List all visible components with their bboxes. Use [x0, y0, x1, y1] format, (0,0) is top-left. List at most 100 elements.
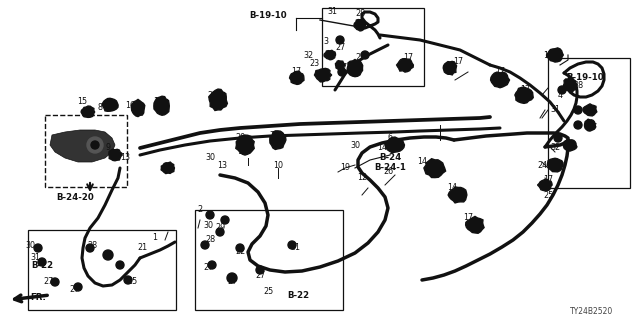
Text: 2: 2 — [197, 205, 203, 214]
Polygon shape — [424, 159, 445, 178]
Polygon shape — [515, 87, 533, 103]
Text: 1: 1 — [152, 234, 157, 243]
Text: 17: 17 — [543, 175, 553, 185]
Text: 31: 31 — [327, 7, 337, 17]
Text: 30: 30 — [350, 140, 360, 149]
Text: 30: 30 — [25, 241, 35, 250]
Text: 12: 12 — [357, 173, 367, 182]
Polygon shape — [550, 50, 560, 60]
Polygon shape — [131, 100, 145, 116]
Text: 14: 14 — [377, 143, 387, 153]
Text: 27: 27 — [337, 63, 347, 73]
Text: 31: 31 — [290, 244, 300, 252]
Circle shape — [216, 228, 224, 236]
Circle shape — [38, 258, 46, 266]
Circle shape — [236, 244, 244, 252]
Text: 17: 17 — [403, 53, 413, 62]
Polygon shape — [335, 60, 345, 69]
Circle shape — [91, 141, 99, 149]
Text: 13: 13 — [217, 161, 227, 170]
Text: 32: 32 — [550, 143, 560, 153]
Text: 3: 3 — [323, 37, 328, 46]
Text: 7: 7 — [269, 131, 275, 140]
Text: 17: 17 — [291, 68, 301, 76]
Polygon shape — [273, 133, 283, 143]
Text: B-19-10: B-19-10 — [566, 74, 604, 83]
Polygon shape — [584, 119, 596, 131]
Text: 28: 28 — [205, 236, 215, 244]
Text: 10: 10 — [273, 161, 283, 170]
Text: 6: 6 — [387, 133, 392, 142]
Polygon shape — [161, 162, 175, 173]
Polygon shape — [50, 130, 115, 162]
Text: 17: 17 — [520, 85, 530, 94]
Text: 32: 32 — [303, 51, 313, 60]
Text: 27: 27 — [255, 270, 265, 279]
Bar — [195, 210, 343, 310]
Text: 11: 11 — [237, 148, 247, 156]
Text: 28: 28 — [573, 81, 583, 90]
Text: 24: 24 — [537, 161, 547, 170]
Polygon shape — [466, 216, 484, 233]
Text: 17: 17 — [495, 68, 505, 76]
Polygon shape — [314, 68, 332, 82]
Text: 27: 27 — [227, 277, 237, 286]
Circle shape — [338, 68, 346, 76]
Polygon shape — [84, 108, 92, 116]
Text: 29: 29 — [215, 223, 225, 233]
Polygon shape — [397, 59, 413, 72]
Text: 21: 21 — [137, 244, 147, 252]
Bar — [28, 230, 176, 310]
Text: 5: 5 — [397, 63, 403, 73]
Circle shape — [574, 106, 582, 114]
Polygon shape — [209, 89, 227, 110]
Circle shape — [208, 261, 216, 269]
Text: 27: 27 — [587, 108, 597, 116]
Polygon shape — [354, 19, 365, 31]
Text: 28: 28 — [355, 10, 365, 19]
Text: 20: 20 — [235, 133, 245, 142]
Circle shape — [206, 211, 214, 219]
Text: 13: 13 — [120, 154, 130, 163]
Polygon shape — [239, 136, 251, 148]
Text: 27: 27 — [70, 285, 80, 294]
Text: 17: 17 — [463, 213, 473, 222]
Circle shape — [74, 283, 82, 291]
Polygon shape — [538, 180, 552, 191]
Text: B-24-1: B-24-1 — [374, 164, 406, 172]
Text: B-19-10: B-19-10 — [249, 12, 287, 20]
Text: 27: 27 — [355, 53, 365, 62]
Circle shape — [87, 137, 103, 153]
Circle shape — [288, 241, 296, 249]
Text: 15: 15 — [77, 98, 87, 107]
Text: B-24: B-24 — [379, 154, 401, 163]
Bar — [548, 58, 630, 188]
Circle shape — [201, 241, 209, 249]
Text: 17: 17 — [453, 58, 463, 67]
Text: 25: 25 — [543, 190, 553, 199]
Polygon shape — [583, 104, 597, 116]
Text: 23: 23 — [309, 60, 319, 68]
Text: 27: 27 — [335, 44, 345, 52]
Text: 25: 25 — [263, 287, 273, 297]
Polygon shape — [289, 71, 304, 84]
Circle shape — [574, 121, 582, 129]
Text: 19: 19 — [340, 164, 350, 172]
Polygon shape — [491, 72, 509, 88]
Text: 30: 30 — [205, 154, 215, 163]
Polygon shape — [81, 106, 95, 117]
Text: 27: 27 — [203, 263, 213, 273]
Bar — [322, 8, 424, 86]
Circle shape — [256, 266, 264, 274]
Polygon shape — [157, 99, 167, 109]
Polygon shape — [154, 96, 170, 115]
Circle shape — [51, 278, 59, 286]
Text: 27: 27 — [43, 277, 53, 286]
Polygon shape — [563, 78, 577, 92]
Circle shape — [336, 36, 344, 44]
Text: 14: 14 — [447, 183, 457, 193]
Text: B-22: B-22 — [287, 291, 309, 300]
Polygon shape — [270, 131, 286, 149]
Polygon shape — [448, 187, 467, 203]
Polygon shape — [347, 60, 363, 77]
